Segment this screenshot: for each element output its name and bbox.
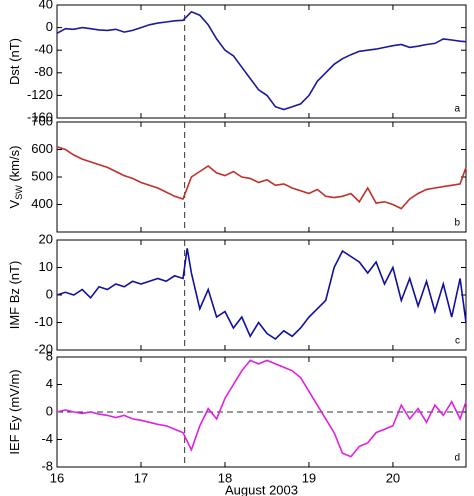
x-tick-label: 20 xyxy=(386,470,400,485)
y-tick-label: -20 xyxy=(34,341,53,356)
y-axis-label-main: IEF Ey (mV/m) xyxy=(7,369,22,454)
y-tick-label: 8 xyxy=(46,348,53,363)
y-tick-label: -4 xyxy=(41,431,53,446)
y-axis-label: IMF Bz (nT) xyxy=(7,261,22,330)
y-axis-label: VSW (km/s) xyxy=(7,146,24,209)
x-tick-label: 16 xyxy=(50,470,64,485)
x-tick-label: 19 xyxy=(302,470,316,485)
y-tick-label: 20 xyxy=(39,231,53,246)
y-tick-label: 4 xyxy=(46,376,53,391)
data-line xyxy=(56,359,467,458)
panel-label: b xyxy=(454,218,460,229)
y-tick-label: -10 xyxy=(34,314,53,329)
y-tick-label: 0 xyxy=(46,403,53,418)
y-axis-label-sub: SW xyxy=(14,185,24,200)
data-line xyxy=(56,146,467,210)
x-tick-label: 17 xyxy=(134,470,148,485)
panel-label: d xyxy=(454,453,460,464)
y-tick-label: -160 xyxy=(27,109,53,124)
panel-label: a xyxy=(454,104,460,115)
plot-frame xyxy=(56,121,467,233)
y-tick-label: -80 xyxy=(34,64,53,79)
y-tick-label: 0 xyxy=(46,19,53,34)
y-axis-label-main: Dst (nT) xyxy=(7,38,22,85)
y-axis-label-main: V xyxy=(7,199,22,208)
y-tick-label: 400 xyxy=(31,196,53,211)
y-tick-label: -120 xyxy=(27,87,53,102)
y-tick-label: -8 xyxy=(41,458,53,473)
x-tick-label: 18 xyxy=(218,470,232,485)
y-tick-label: -40 xyxy=(34,42,53,57)
plot-frame xyxy=(56,239,467,351)
y-axis-label: Dst (nT) xyxy=(7,38,22,85)
y-tick-label: 600 xyxy=(31,141,53,156)
y-tick-label: 0 xyxy=(46,286,53,301)
y-axis-label-unit: (km/s) xyxy=(7,146,22,186)
x-axis-label: August 2003 xyxy=(225,482,298,496)
y-tick-label: 700 xyxy=(31,113,53,128)
y-tick-label: 40 xyxy=(39,0,53,11)
y-axis-label: IEF Ey (mV/m) xyxy=(7,369,22,454)
y-tick-label: 10 xyxy=(39,259,53,274)
plot-frame xyxy=(56,4,467,119)
data-line xyxy=(56,248,467,341)
panel-label: c xyxy=(455,336,460,347)
y-axis-label-main: IMF Bz (nT) xyxy=(7,261,22,330)
data-line xyxy=(56,10,467,111)
y-tick-label: 500 xyxy=(31,168,53,183)
